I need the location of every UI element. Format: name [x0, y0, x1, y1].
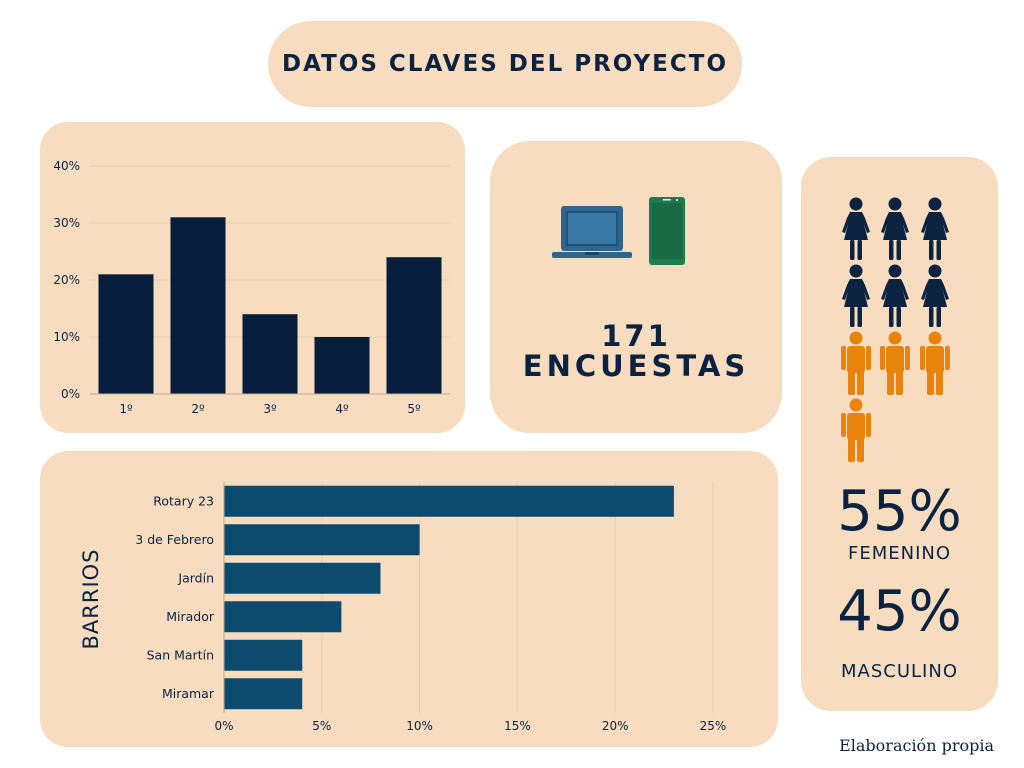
x-tick-label: 4º: [335, 402, 349, 416]
female-percentage: 55%: [837, 479, 962, 544]
people-pictogram: [841, 197, 950, 462]
bar: [224, 639, 303, 671]
y-tick-label: Miramar: [162, 686, 215, 701]
y-tick-label: 0%: [61, 387, 80, 401]
bar: [98, 274, 154, 394]
bar: [314, 337, 370, 394]
gender-card: 55% FEMENINO 45% MASCULINO: [801, 157, 998, 711]
bar: [224, 601, 342, 633]
man-icon: [841, 331, 871, 395]
y-tick-label: San Martín: [147, 647, 214, 662]
x-tick-label: 5%: [312, 719, 331, 733]
x-tick-label: 2º: [191, 402, 205, 416]
woman-icon: [842, 264, 870, 327]
woman-icon: [881, 264, 909, 327]
bar: [386, 257, 442, 394]
x-tick-label: 0%: [214, 719, 233, 733]
y-tick-label: 40%: [53, 159, 80, 173]
bar: [224, 678, 303, 710]
barrios-bar-chart-card: 0% 5% 10% 15% 20% 25% Rotary 23 3 de Febrero Jar…: [40, 451, 778, 747]
bar: [224, 562, 381, 594]
man-icon: [920, 331, 950, 395]
x-tick-label: 10%: [406, 719, 433, 733]
x-tick-label: 1º: [119, 402, 133, 416]
bar: [170, 217, 226, 394]
barrios-bar-chart: 0% 5% 10% 15% 20% 25% Rotary 23 3 de Febrero Jar…: [79, 482, 727, 733]
survey-count-card: 171 ENCUESTAS: [490, 141, 782, 433]
x-tick-label: 15%: [504, 719, 531, 733]
y-tick-label: Jardín: [177, 570, 214, 585]
x-tick-label: 5º: [407, 402, 421, 416]
x-tick-label: 25%: [700, 719, 727, 733]
vertical-bar-chart: 0% 10% 20% 30% 40% 1º 2º 3º 4º 5º: [53, 159, 450, 416]
survey-count-number: 171: [601, 319, 671, 353]
title-pill: DATOS CLAVES DEL PROYECTO: [268, 21, 742, 107]
male-percentage: 45%: [837, 579, 962, 644]
woman-icon: [842, 197, 870, 260]
laptop-icon: [552, 206, 632, 258]
bar: [224, 524, 420, 556]
y-tick-label: 10%: [53, 330, 80, 344]
page-title: DATOS CLAVES DEL PROYECTO: [281, 51, 729, 77]
bar: [224, 485, 674, 517]
y-tick-label: Rotary 23: [153, 493, 214, 508]
y-tick-label: 20%: [53, 273, 80, 287]
woman-icon: [881, 197, 909, 260]
female-label: FEMENINO: [847, 543, 952, 564]
vertical-bar-chart-card: 0% 10% 20% 30% 40% 1º 2º 3º 4º 5º: [40, 122, 465, 433]
y-tick-label: 3 de Febrero: [135, 532, 214, 547]
y-tick-label: Mirador: [166, 609, 215, 624]
y-tick-label: 30%: [53, 216, 80, 230]
x-tick-label: 3º: [263, 402, 277, 416]
x-tick-label: 20%: [602, 719, 629, 733]
y-axis-title: BARRIOS: [79, 548, 103, 649]
woman-icon: [921, 197, 949, 260]
bar: [242, 314, 298, 394]
smartphone-icon: [649, 197, 685, 265]
footnote: Elaboración propia: [839, 736, 994, 755]
survey-count-label: ENCUESTAS: [522, 349, 750, 383]
male-label: MASCULINO: [841, 661, 958, 682]
woman-icon: [921, 264, 949, 327]
man-icon: [841, 398, 871, 462]
man-icon: [880, 331, 910, 395]
